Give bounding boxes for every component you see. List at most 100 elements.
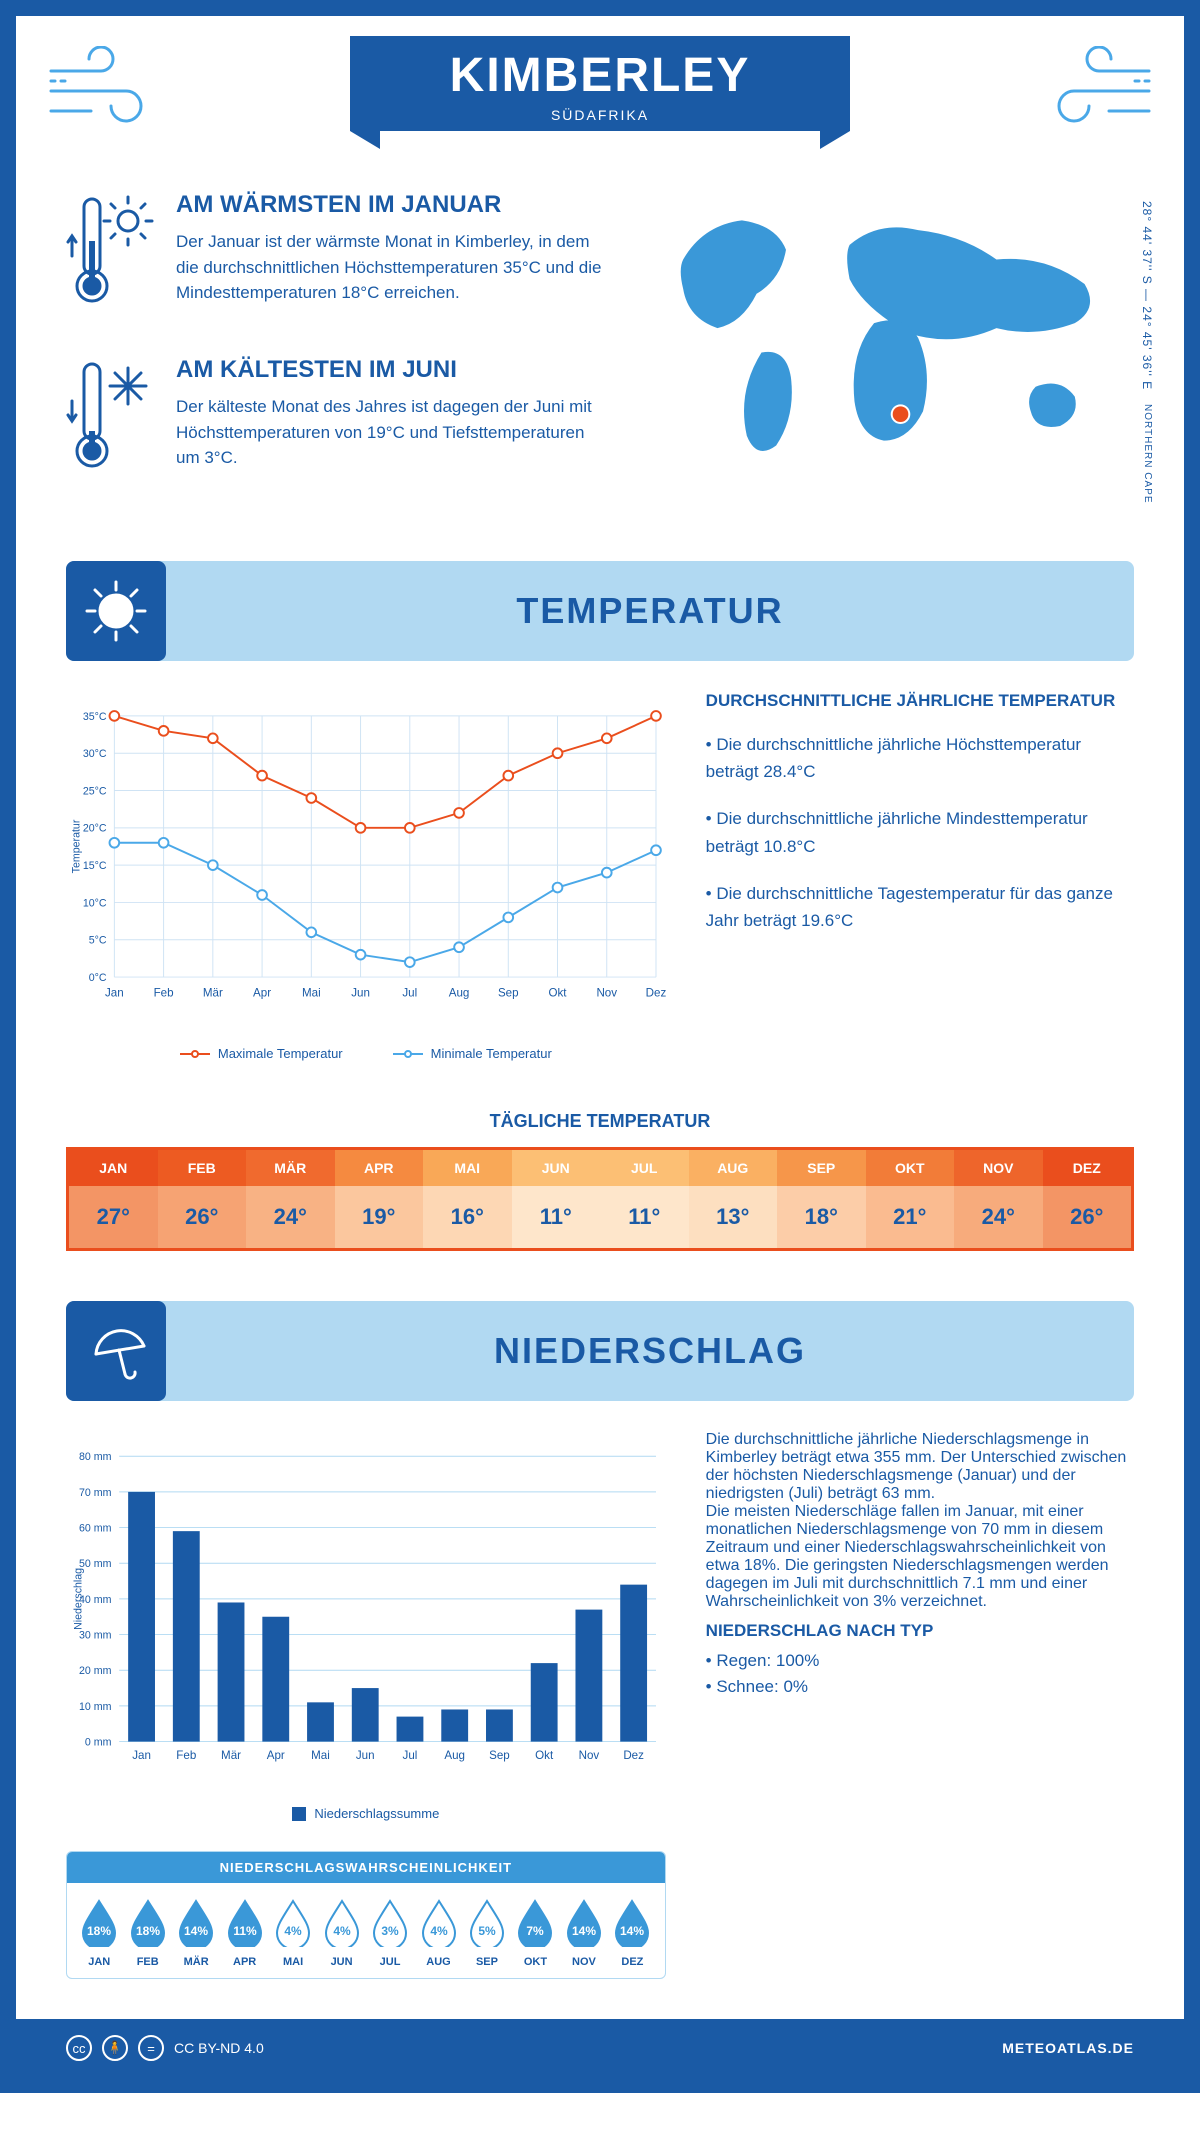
svg-text:4%: 4% — [284, 1924, 302, 1938]
svg-text:Temperatur: Temperatur — [71, 819, 83, 873]
svg-text:20 mm: 20 mm — [79, 1665, 112, 1677]
fact-text: Der kälteste Monat des Jahres ist dagege… — [176, 394, 604, 471]
svg-text:Mär: Mär — [203, 986, 223, 999]
footer: cc 🧍 = CC BY-ND 4.0 METEOATLAS.DE — [16, 2019, 1184, 2077]
fact-coldest: AM KÄLTESTEN IM JUNI Der kälteste Monat … — [66, 356, 604, 481]
fact-title: AM WÄRMSTEN IM JANUAR — [176, 191, 604, 219]
svg-text:80 mm: 80 mm — [79, 1451, 112, 1463]
prob-drop: 4% MAI — [273, 1897, 313, 1968]
prob-drop: 5% SEP — [467, 1897, 507, 1968]
svg-text:Apr: Apr — [267, 1749, 285, 1762]
svg-text:25°C: 25°C — [83, 785, 107, 797]
svg-text:0°C: 0°C — [89, 972, 107, 984]
temp-cell: NOV 24° — [954, 1150, 1043, 1248]
summary-bullet: • Die durchschnittliche jährliche Mindes… — [706, 805, 1134, 859]
temp-cell: FEB 26° — [158, 1150, 247, 1248]
svg-text:Dez: Dez — [646, 986, 666, 999]
svg-text:Niederschlag: Niederschlag — [72, 1568, 84, 1630]
fact-text: Der Januar ist der wärmste Monat in Kimb… — [176, 229, 604, 306]
svg-text:Sep: Sep — [498, 986, 519, 999]
svg-text:5%: 5% — [478, 1924, 496, 1938]
summary-text: Die durchschnittliche jährliche Niedersc… — [706, 1431, 1134, 1503]
daily-temp-heading: TÄGLICHE TEMPERATUR — [16, 1111, 1184, 1132]
prob-drop: 4% AUG — [419, 1897, 459, 1968]
section-title: TEMPERATUR — [166, 590, 1134, 632]
license-text: CC BY-ND 4.0 — [174, 2040, 264, 2056]
umbrella-icon — [66, 1301, 166, 1401]
header: KIMBERLEY SÜDAFRIKA — [16, 16, 1184, 191]
precipitation-summary: Die durchschnittliche jährliche Niedersc… — [706, 1431, 1134, 1979]
prob-drop: 7% OKT — [515, 1897, 555, 1968]
wind-icon — [1034, 46, 1154, 141]
coordinates: 28° 44' 37'' S — 24° 45' 36'' E NORTHERN… — [1140, 201, 1154, 504]
country-name: SÜDAFRIKA — [450, 107, 751, 123]
summary-bullet: • Die durchschnittliche jährliche Höchst… — [706, 731, 1134, 785]
prob-drop: 14% DEZ — [612, 1897, 652, 1968]
temp-cell: DEZ 26° — [1043, 1150, 1132, 1248]
svg-text:Jan: Jan — [132, 1749, 151, 1762]
fact-warmest: AM WÄRMSTEN IM JANUAR Der Januar ist der… — [66, 191, 604, 316]
svg-text:14%: 14% — [620, 1924, 644, 1938]
prob-drop: 14% NOV — [564, 1897, 604, 1968]
svg-text:Apr: Apr — [253, 986, 271, 999]
svg-text:Mär: Mär — [221, 1749, 241, 1762]
svg-text:Jan: Jan — [105, 986, 124, 999]
prob-drop: 3% JUL — [370, 1897, 410, 1968]
license: cc 🧍 = CC BY-ND 4.0 — [66, 2035, 264, 2061]
prob-drop: 11% APR — [225, 1897, 265, 1968]
temp-cell: APR 19° — [335, 1150, 424, 1248]
thermometer-sun-icon — [66, 191, 156, 316]
section-title: NIEDERSCHLAG — [166, 1330, 1134, 1372]
type-line: • Regen: 100% — [706, 1651, 1134, 1671]
city-name: KIMBERLEY — [450, 48, 751, 103]
world-map: 28° 44' 37'' S — 24° 45' 36'' E NORTHERN… — [644, 191, 1134, 521]
svg-text:4%: 4% — [333, 1924, 351, 1938]
svg-text:Aug: Aug — [449, 986, 470, 999]
svg-text:4%: 4% — [430, 1924, 448, 1938]
temp-cell: MAI 16° — [423, 1150, 512, 1248]
temperature-line-chart: 0°C5°C10°C15°C20°C25°C30°C35°CJanFebMärA… — [66, 691, 666, 1061]
svg-text:Aug: Aug — [444, 1749, 465, 1762]
daily-temp-table: JAN 27°FEB 26°MÄR 24°APR 19°MAI 16°JUN 1… — [66, 1147, 1134, 1251]
title-banner: KIMBERLEY SÜDAFRIKA — [350, 36, 851, 131]
temp-cell: MÄR 24° — [246, 1150, 335, 1248]
svg-text:Okt: Okt — [535, 1749, 554, 1762]
svg-text:18%: 18% — [87, 1924, 111, 1938]
temp-cell: JUN 11° — [512, 1150, 601, 1248]
svg-text:Jul: Jul — [402, 986, 417, 999]
svg-text:5°C: 5°C — [89, 935, 107, 947]
section-header-temperature: TEMPERATUR — [66, 561, 1134, 661]
svg-text:35°C: 35°C — [83, 711, 107, 723]
precip-probability-box: NIEDERSCHLAGSWAHRSCHEINLICHKEIT 18% JAN … — [66, 1851, 666, 1979]
svg-text:Feb: Feb — [176, 1749, 196, 1762]
svg-text:18%: 18% — [136, 1924, 160, 1938]
prob-title: NIEDERSCHLAGSWAHRSCHEINLICHKEIT — [67, 1852, 665, 1883]
prob-drop: 14% MÄR — [176, 1897, 216, 1968]
wind-icon — [46, 46, 166, 141]
svg-text:20°C: 20°C — [83, 823, 107, 835]
prob-drop: 18% FEB — [128, 1897, 168, 1968]
svg-text:Okt: Okt — [548, 986, 567, 999]
svg-text:10°C: 10°C — [83, 897, 107, 909]
svg-text:Jun: Jun — [351, 986, 370, 999]
svg-text:10 mm: 10 mm — [79, 1701, 112, 1713]
svg-text:0 mm: 0 mm — [85, 1736, 112, 1748]
svg-text:30 mm: 30 mm — [79, 1629, 112, 1641]
svg-text:Sep: Sep — [489, 1749, 510, 1762]
svg-text:70 mm: 70 mm — [79, 1487, 112, 1499]
svg-text:60 mm: 60 mm — [79, 1522, 112, 1534]
summary-bullet: • Die durchschnittliche Tagestemperatur … — [706, 880, 1134, 934]
temp-cell: SEP 18° — [777, 1150, 866, 1248]
svg-text:14%: 14% — [184, 1924, 208, 1938]
svg-text:Dez: Dez — [623, 1749, 644, 1762]
svg-text:30°C: 30°C — [83, 748, 107, 760]
temp-cell: OKT 21° — [866, 1150, 955, 1248]
svg-text:15°C: 15°C — [83, 860, 107, 872]
site-name: METEOATLAS.DE — [1002, 2040, 1134, 2056]
by-icon: 🧍 — [102, 2035, 128, 2061]
type-line: • Schnee: 0% — [706, 1677, 1134, 1697]
section-header-precipitation: NIEDERSCHLAG — [66, 1301, 1134, 1401]
prob-drop: 18% JAN — [79, 1897, 119, 1968]
temp-cell: JAN 27° — [69, 1150, 158, 1248]
type-heading: NIEDERSCHLAG NACH TYP — [706, 1621, 1134, 1641]
